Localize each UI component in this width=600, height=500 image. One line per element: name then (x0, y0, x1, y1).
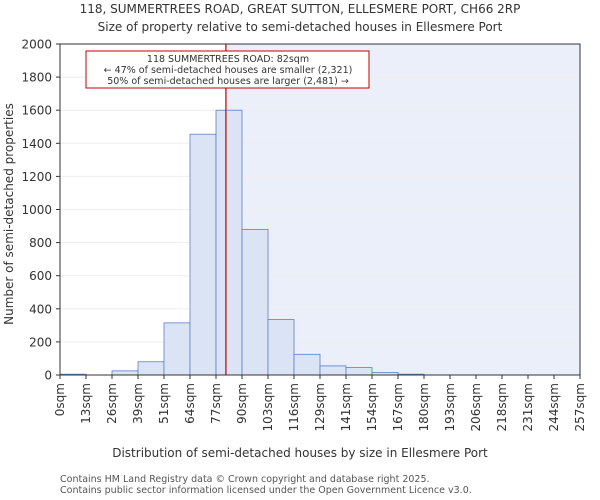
x-tick-label: 154sqm (365, 383, 379, 431)
y-tick-label: 0 (44, 369, 52, 383)
histogram-bar (163, 322, 191, 376)
histogram-bar (189, 133, 217, 376)
y-tick-label: 2000 (21, 38, 52, 52)
y-tick-label: 1200 (21, 170, 52, 184)
bars-group (59, 109, 425, 376)
x-tick-label: 77sqm (209, 383, 223, 424)
annotation-line-1: 118 SUMMERTREES ROAD: 82sqm (147, 54, 309, 65)
chart-title: 118, SUMMERTREES ROAD, GREAT SUTTON, ELL… (80, 2, 521, 16)
x-tick-label: 39sqm (131, 383, 145, 424)
y-tick-label: 1000 (21, 203, 52, 217)
x-tick-label: 51sqm (157, 383, 171, 424)
x-tick-label: 180sqm (417, 383, 431, 431)
x-tick-label: 206sqm (469, 383, 483, 431)
y-axis-label: Number of semi-detached properties (2, 103, 16, 325)
y-tick-label: 200 (29, 335, 52, 349)
histogram-bar (345, 367, 373, 376)
x-tick-label: 193sqm (443, 383, 457, 431)
y-tick-label: 800 (29, 236, 52, 250)
footer-line-1: Contains HM Land Registry data © Crown c… (60, 474, 430, 485)
x-tick-label: 64sqm (183, 383, 197, 424)
histogram-bar (241, 228, 269, 376)
x-axis: 0sqm 13sqm 26sqm 39sqm 51sqm 64sqm 77sqm 90sqm 1… (53, 375, 587, 431)
x-tick-label: 0sqm (53, 383, 67, 416)
plot-frame (59, 43, 581, 376)
x-tick-label: 231sqm (521, 383, 535, 431)
footer-line-2: Contains public sector information licen… (60, 485, 472, 496)
x-tick-label: 13sqm (79, 383, 93, 424)
histogram-bar (137, 361, 165, 376)
y-tick-label: 400 (29, 302, 52, 316)
x-axis-label: Distribution of semi-detached houses by … (112, 446, 488, 460)
y-tick-label: 1600 (21, 104, 52, 118)
annotation-line-3: 50% of semi-detached houses are larger (… (107, 76, 349, 87)
histogram-bar (267, 319, 295, 376)
x-tick-label: 257sqm (573, 383, 587, 431)
chart-subtitle: Size of property relative to semi-detach… (98, 20, 503, 34)
y-tick-label: 1800 (21, 71, 52, 85)
histogram-bar (319, 365, 347, 376)
y-tick-label: 1400 (21, 137, 52, 151)
x-tick-label: 90sqm (235, 383, 249, 424)
x-tick-label: 116sqm (287, 383, 301, 431)
histogram-bar (215, 109, 243, 376)
annotation-box (85, 50, 370, 89)
x-tick-label: 167sqm (391, 383, 405, 431)
x-tick-label: 129sqm (313, 383, 327, 431)
x-tick-label: 141sqm (339, 383, 353, 431)
x-tick-label: 26sqm (105, 383, 119, 424)
x-tick-label: 218sqm (495, 383, 509, 431)
x-tick-label: 244sqm (547, 383, 561, 431)
histogram-bar (293, 353, 321, 376)
x-tick-label: 103sqm (261, 383, 275, 431)
y-tick-label: 600 (29, 269, 52, 283)
y-axis: 0 200 400 600 800 1000 1200 1400 1600 1800 2000 (21, 38, 60, 383)
annotation-line-2: ← 47% of semi-detached houses are smalle… (104, 65, 353, 76)
histogram-bar (111, 370, 139, 376)
